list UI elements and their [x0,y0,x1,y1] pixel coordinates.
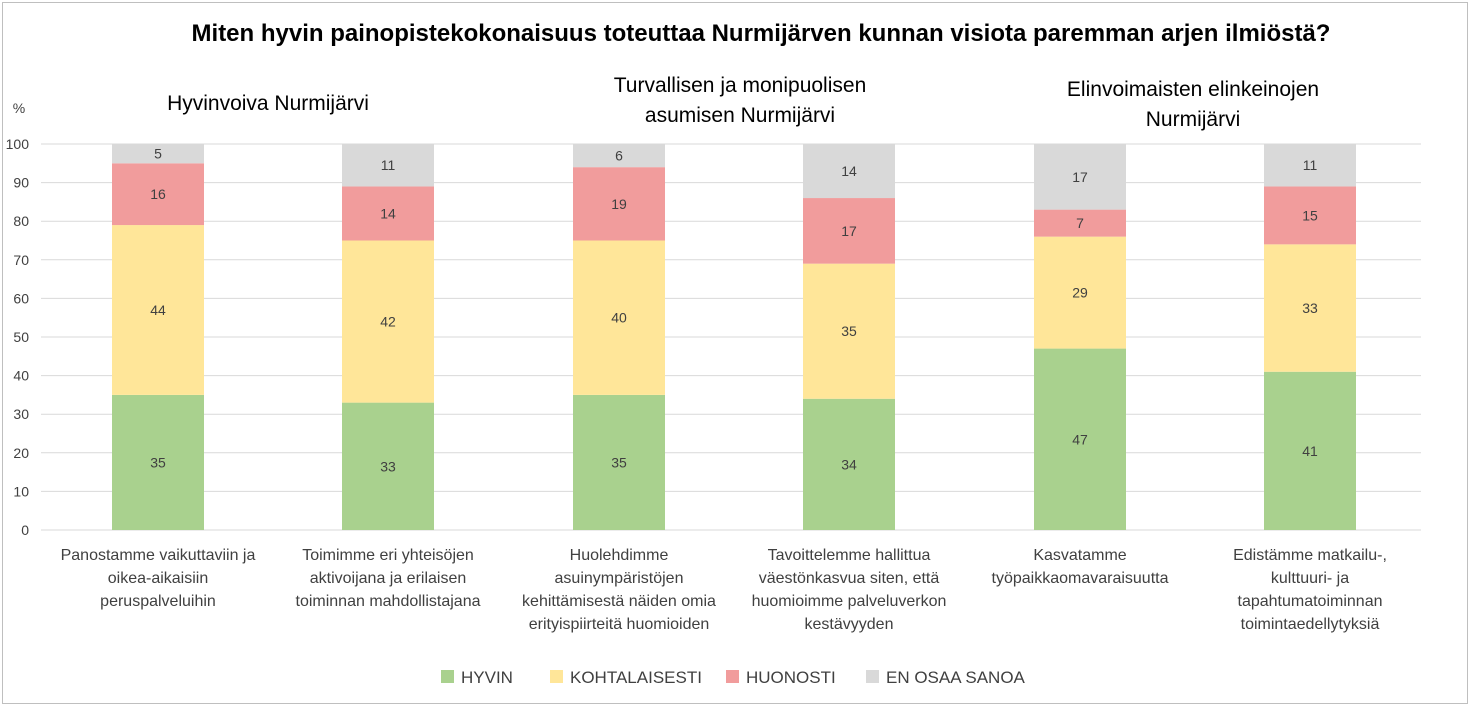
y-tick-label: 10 [13,483,29,499]
data-label: 16 [150,186,166,202]
y-tick-label: 100 [6,136,30,152]
bar-segment [342,240,434,403]
y-tick-label: 60 [13,290,29,306]
chart-title: Miten hyvin painopistekokonaisuus toteut… [192,20,1331,47]
bar-segment [112,144,204,164]
data-label: 42 [380,314,396,330]
data-label: 14 [841,163,857,179]
bars: 35 44 16 5 33 42 14 11 35 40 19 6 34 35 17 14 47 29 7 17 41 3… [112,144,1356,530]
data-label: 19 [611,196,627,212]
data-label: 6 [615,148,623,164]
bar-segment [1264,144,1356,187]
data-label: 40 [611,310,627,326]
stacked-bar-chart: Miten hyvin painopistekokonaisuus toteut… [6,20,1421,687]
data-label: 47 [1072,431,1088,447]
data-label: 17 [1072,169,1088,185]
bar-segment [112,394,204,530]
data-label: 15 [1302,207,1318,223]
group-title: Hyvinvoiva Nurmijärvi [167,92,369,115]
legend-label: HUONOSTI [746,668,836,687]
bar-segment [573,167,665,241]
data-label: 29 [1072,285,1088,301]
bar-segment [342,144,434,187]
bar-segment [1034,144,1126,210]
bar-segment [342,402,434,530]
data-label: 11 [1303,157,1318,173]
bar-segment [803,398,895,530]
group-title: Turvallisen ja monipuolisen asumisen Nurm… [614,74,867,127]
data-label: 41 [1302,443,1318,459]
data-label: 5 [154,146,162,162]
y-tick-label: 20 [13,445,29,461]
data-label: 14 [380,205,396,221]
data-label: 34 [841,456,857,472]
group-titles: Hyvinvoiva Nurmijärvi Turvallisen ja moni… [167,74,1319,131]
category-label: Toimimme eri yhteisöjen aktivoijana ja er… [296,547,481,610]
legend-label: EN OSAA SANOA [886,668,1026,687]
legend-swatch [550,670,563,683]
data-label: 33 [380,458,396,474]
bar-segment [803,144,895,199]
bar-segment [342,186,434,241]
data-label: 7 [1076,215,1084,231]
bar-segment [803,263,895,399]
y-tick-label: 70 [13,252,29,268]
category-labels: Panostamme vaikuttaviin ja oikea-aikaisii… [61,547,1387,633]
y-axis-unit-label: % [13,100,25,116]
data-label: 17 [841,223,857,239]
y-tick-label: 90 [13,175,29,191]
y-tick-label: 0 [21,522,29,538]
legend: HYVIN KOHTALAISESTI HUONOSTI EN OSAA SANOA [441,668,1026,687]
y-tick-label: 50 [13,329,29,345]
data-label: 35 [841,323,857,339]
y-tick-label: 80 [13,213,29,229]
bar-segment [1264,186,1356,245]
bar-segment [112,163,204,226]
legend-swatch [441,670,454,683]
category-label: Kasvatamme työpaikkaomavaraisuutta [992,547,1169,587]
bar-segment [1264,244,1356,372]
y-tick-label: 30 [13,406,29,422]
data-label: 33 [1302,300,1318,316]
bar-segment [112,225,204,395]
y-axis-ticks: 0 10 20 30 40 50 60 70 80 90 100 [6,136,30,538]
bar-segment [573,240,665,395]
bar-segment [573,144,665,168]
bar-segment [1264,371,1356,530]
data-label: 11 [381,157,396,173]
category-label: Edistämme matkailu-, kulttuuri- ja tapahtu… [1233,547,1387,633]
y-tick-label: 40 [13,368,29,384]
legend-label: HYVIN [461,668,513,687]
grid-lines [41,143,1421,531]
bar-segment [803,198,895,264]
legend-swatch [726,670,739,683]
category-label: Huolehdimme asuinympäristöjen kehittämises… [522,547,716,633]
legend-label: KOHTALAISESTI [570,668,702,687]
data-label: 44 [150,302,166,318]
bar-segment [1034,209,1126,237]
bar-segment [573,394,665,530]
group-title: Elinvoimaisten elinkeinojen Nurmijärvi [1067,78,1319,131]
bar-segment [1034,348,1126,530]
bar-segment [1034,236,1126,349]
data-label: 35 [611,454,627,470]
category-label: Tavoittelemme hallittua väestönkasvua sit… [752,547,947,633]
legend-swatch [866,670,879,683]
category-label: Panostamme vaikuttaviin ja oikea-aikaisii… [61,547,256,610]
data-label: 35 [150,454,166,470]
